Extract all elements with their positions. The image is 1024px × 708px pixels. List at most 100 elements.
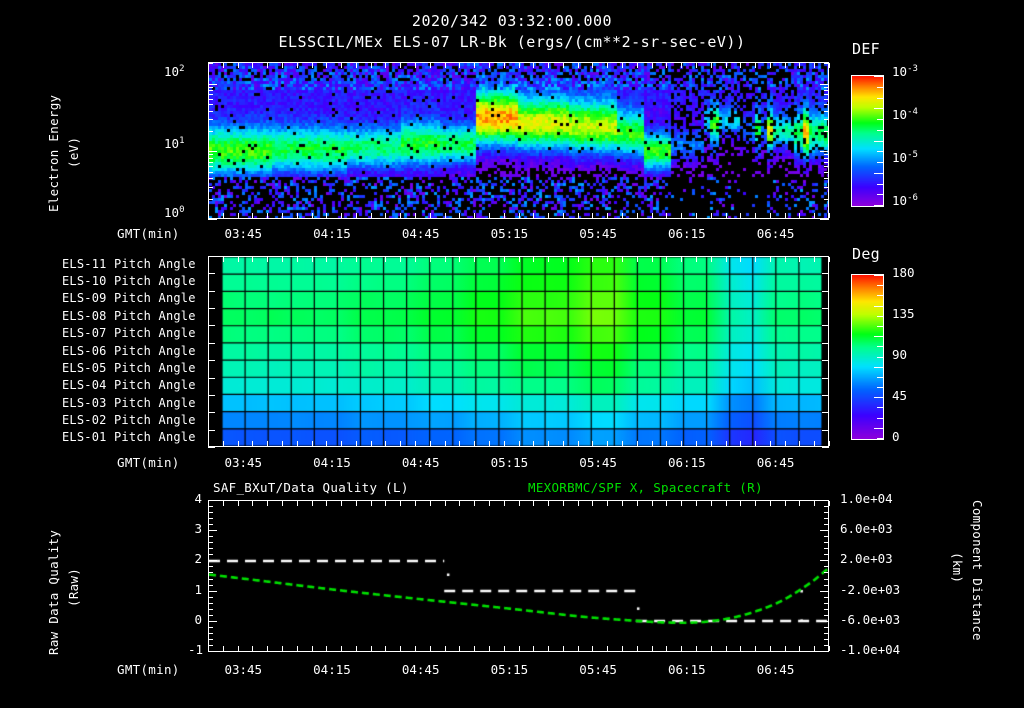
energy-major-tick — [208, 151, 217, 152]
time-minor-tick — [223, 257, 224, 262]
pitch-row-tick — [208, 256, 215, 257]
time-minor-tick — [415, 257, 416, 262]
quality-ytick-label-4: 0 — [194, 611, 202, 627]
time-minor-tick — [592, 646, 593, 651]
pitch-row-tick — [208, 430, 215, 431]
pitch-angle-row-label: ELS-03 Pitch Angle — [62, 395, 196, 410]
time-minor-tick — [238, 646, 239, 651]
time-minor-tick — [326, 441, 327, 446]
time-minor-tick — [770, 213, 771, 218]
energy-minor-tick — [824, 158, 829, 159]
pitch-angle-row-label: ELS-06 Pitch Angle — [62, 343, 196, 358]
time-minor-tick — [696, 257, 697, 262]
time-minor-tick — [711, 501, 712, 506]
pitch-row-tick — [208, 325, 215, 326]
colorbar-tick — [877, 119, 883, 120]
pitch-angle-plot-area[interactable] — [208, 256, 829, 447]
instrument-label: ELSSCIL/MEx ELS-07 LR-Bk (ergs/(cm**2-sr… — [278, 33, 746, 51]
time-minor-tick — [548, 213, 549, 218]
energy-ytick-2: 102 — [164, 64, 185, 80]
colorbar-deg-label-3: 45 — [892, 388, 908, 403]
time-tick-label-0: 03:45 — [224, 662, 263, 677]
time-minor-tick — [740, 257, 741, 262]
distance-ytick-label-4: -6.0e+03 — [840, 611, 901, 627]
pitch-row-tick — [822, 325, 829, 326]
energy-minor-tick — [824, 99, 829, 100]
time-minor-tick — [711, 646, 712, 651]
pitch-row-tick — [822, 412, 829, 413]
time-minor-tick — [740, 441, 741, 446]
pitch-row-tick — [822, 343, 829, 344]
panel3-minor-ytick — [208, 572, 213, 573]
time-minor-tick — [578, 441, 579, 446]
time-minor-tick — [297, 63, 298, 68]
time-minor-tick — [592, 501, 593, 506]
time-minor-tick — [341, 257, 342, 262]
colorbar-tick — [874, 428, 883, 429]
time-minor-tick — [356, 441, 357, 446]
pitch-row-tick — [208, 395, 215, 396]
panel3-major-ytick — [820, 500, 829, 501]
colorbar-deg-label-4: 0 — [892, 429, 900, 444]
time-minor-tick — [252, 646, 253, 651]
time-minor-tick — [252, 441, 253, 446]
energy-major-tick — [820, 84, 829, 85]
energy-major-tick — [820, 151, 829, 152]
time-minor-tick — [666, 501, 667, 506]
distance-axis-label-line2: (km) — [950, 552, 965, 584]
time-minor-tick — [312, 213, 313, 218]
pitch-row-tick — [822, 360, 829, 361]
time-minor-tick — [814, 63, 815, 68]
time-tick-label-5: 06:15 — [668, 226, 706, 241]
panel3-minor-ytick — [824, 524, 829, 525]
time-minor-tick — [592, 213, 593, 218]
time-minor-tick — [548, 646, 549, 651]
energy-minor-tick — [824, 162, 829, 163]
time-minor-tick — [385, 501, 386, 506]
time-minor-tick — [326, 646, 327, 651]
time-minor-tick — [785, 441, 786, 446]
time-minor-tick — [474, 501, 475, 506]
time-minor-tick — [445, 63, 446, 68]
time-minor-tick — [785, 213, 786, 218]
panel3-minor-ytick — [824, 548, 829, 549]
time-minor-tick — [385, 257, 386, 262]
time-minor-tick — [371, 646, 372, 651]
colorbar-tick — [874, 306, 883, 307]
timestamp-label: 2020/342 03:32:00.000 — [411, 12, 613, 30]
panel3-title-right: MEXORBMC/SPF X, Spacecraft (R) — [528, 480, 763, 495]
time-minor-tick — [474, 441, 475, 446]
spectrogram-plot-area[interactable] — [208, 62, 829, 219]
energy-ytick-0: 100 — [164, 205, 185, 221]
time-minor-tick — [415, 213, 416, 218]
time-minor-tick — [223, 646, 224, 651]
data-quality-plot-area[interactable] — [208, 500, 829, 652]
time-minor-tick — [785, 501, 786, 506]
time-minor-tick — [371, 501, 372, 506]
panel3-minor-ytick — [824, 572, 829, 573]
time-minor-tick — [578, 63, 579, 68]
colorbar-tick — [877, 285, 883, 286]
time-tick-label-4: 05:45 — [579, 226, 617, 241]
panel3-major-ytick — [208, 560, 217, 561]
panel3-major-ytick — [820, 591, 829, 592]
time-minor-tick — [430, 63, 431, 68]
panel3-minor-ytick — [208, 609, 213, 610]
time-minor-tick — [504, 501, 505, 506]
time-minor-tick — [592, 257, 593, 262]
time-minor-tick — [371, 63, 372, 68]
pitch-row-tick — [822, 430, 829, 431]
panel3-minor-ytick — [208, 524, 213, 525]
time-tick-label-6: 06:45 — [756, 455, 795, 470]
time-minor-tick — [252, 63, 253, 68]
time-minor-tick — [740, 501, 741, 506]
time-minor-tick — [297, 213, 298, 218]
time-minor-tick — [312, 257, 313, 262]
time-minor-tick — [711, 257, 712, 262]
time-minor-tick — [711, 63, 712, 68]
panel2-xaxis-label: GMT(min) — [117, 455, 180, 470]
time-minor-tick — [415, 63, 416, 68]
panel3-major-ytick — [820, 651, 829, 652]
time-minor-tick — [459, 441, 460, 446]
energy-minor-tick — [208, 99, 213, 100]
